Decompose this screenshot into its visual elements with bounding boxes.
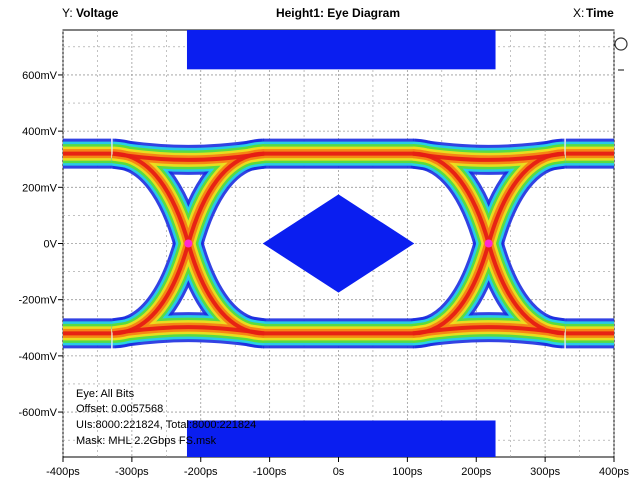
x-tick-label: -100ps	[253, 466, 287, 478]
x-tick-label: 200ps	[461, 466, 491, 478]
x-tick-label: -300ps	[115, 466, 149, 478]
x-axis-name: Time	[586, 6, 614, 20]
y-tick-label: 400mV	[22, 126, 58, 138]
y-tick-labels: 600mV 400mV 200mV 0V -200mV -400mV -600mV	[18, 70, 57, 419]
info-offset: Offset: 0.0057568	[76, 403, 163, 415]
x-tick-labels: -400ps -300ps -200ps -100ps 0s 100ps 200ps 300p…	[46, 466, 629, 478]
eye-trace-band	[112, 151, 265, 162]
y-axis-name: Voltage	[76, 6, 119, 20]
chart-title: Height1: Eye Diagram	[276, 6, 400, 20]
y-tick-label: -400mV	[18, 351, 57, 363]
y-tick-label: -200mV	[18, 295, 57, 307]
x-tick-label: 400ps	[599, 466, 629, 478]
side-control-icon[interactable]	[614, 37, 628, 51]
y-tick-label: 600mV	[22, 70, 58, 82]
x-tick-label: -400ps	[46, 466, 80, 478]
crossing-point	[184, 239, 193, 248]
eye-trace-band	[112, 325, 265, 336]
info-mask: Mask: MHL 2.2Gbps FS.msk	[76, 435, 217, 447]
y-tick-label: 0V	[44, 239, 58, 251]
y-tick-label: -600mV	[18, 407, 57, 419]
info-eye: Eye: All Bits	[76, 388, 135, 400]
mask-center	[262, 194, 415, 293]
mask-bottom	[186, 420, 496, 457]
x-tick-label: 0s	[333, 466, 345, 478]
mask-regions	[186, 30, 496, 457]
info-uis: UIs:8000:221824, Total:8000:221824	[76, 419, 256, 431]
eye-trace-band	[412, 151, 565, 162]
crossing-point	[484, 239, 493, 248]
x-tick-label: 300ps	[530, 466, 560, 478]
mask-top	[186, 30, 496, 70]
x-axis-prefix: X:	[573, 6, 584, 20]
y-axis-prefix: Y:	[62, 6, 73, 20]
eye-trace-band	[412, 325, 565, 336]
y-tick-label: 200mV	[22, 182, 58, 194]
x-tick-label: -200ps	[184, 466, 218, 478]
crossing-markers	[184, 239, 493, 248]
x-tick-label: 100ps	[392, 466, 422, 478]
